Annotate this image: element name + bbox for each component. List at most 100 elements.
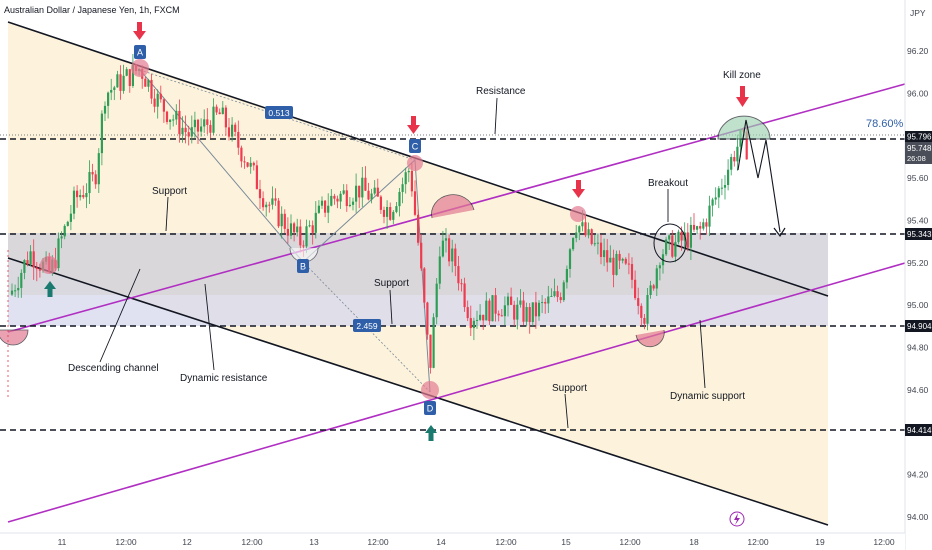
candle-body-91 — [293, 223, 296, 233]
candle-body-149 — [472, 320, 475, 329]
candle-body-25 — [88, 172, 91, 194]
descending-channel-label: Descending channel — [68, 363, 159, 374]
candle-body-95 — [305, 226, 308, 247]
time-axis[interactable] — [0, 533, 905, 550]
candle-body-204 — [643, 317, 646, 324]
candle-body-90 — [289, 223, 293, 236]
candle-body-19 — [69, 213, 72, 222]
candle-body-154 — [488, 300, 491, 322]
touch-circle-d — [421, 381, 439, 399]
badge-a: A — [134, 45, 146, 59]
candle-body-184 — [581, 222, 584, 227]
candle-body-232 — [730, 157, 733, 170]
symbol-title: Australian Dollar / Japanese Yen, 1h, FX… — [4, 5, 180, 15]
candle-body-196 — [618, 253, 621, 261]
time-tick-8: 15 — [561, 537, 571, 547]
candle-body-144 — [457, 266, 460, 284]
down-arrow-mid — [572, 180, 585, 198]
price-label-94904: 94.904 — [905, 320, 932, 332]
candle-body-225 — [708, 205, 711, 227]
candle-body-163 — [516, 304, 519, 320]
candle-body-166 — [525, 307, 528, 322]
candle-body-143 — [454, 248, 457, 267]
candle-body-92 — [296, 226, 299, 233]
candle-body-26 — [91, 172, 94, 175]
time-tick-10: 18 — [689, 537, 699, 547]
candle-body-3 — [20, 272, 23, 288]
support-label-2: Support — [374, 278, 409, 289]
time-axis-ticks: 11 12:00 12 12:00 13 12:00 14 12:00 15 12:00 18 12:… — [58, 537, 895, 547]
candle-body-36 — [122, 75, 125, 91]
candle-body-135 — [429, 334, 432, 368]
candle-body-138 — [438, 256, 441, 284]
candle-body-215 — [677, 231, 680, 243]
candle-body-74 — [240, 147, 243, 162]
candle-body-99 — [317, 205, 320, 213]
candle-body-185 — [584, 222, 587, 236]
candle-body-100 — [320, 200, 324, 206]
candle-body-116 — [370, 193, 373, 200]
candle-body-122 — [389, 206, 392, 220]
candle-body-134 — [426, 302, 429, 335]
candle-body-125 — [398, 191, 401, 207]
price-tick-6: 95.20 — [907, 258, 929, 268]
candle-body-65 — [212, 106, 215, 133]
price-label-95796: 95.796 — [905, 131, 932, 142]
candle-body-57 — [187, 132, 190, 137]
candle-body-172 — [544, 302, 547, 304]
candle-body-158 — [500, 315, 503, 317]
candle-body-68 — [221, 107, 224, 115]
breakout-label: Breakout — [648, 178, 688, 189]
candle-body-153 — [485, 300, 488, 321]
candle-body-208 — [655, 268, 658, 289]
candle-body-231 — [727, 169, 730, 186]
candle-body-223 — [702, 222, 705, 229]
candle-body-34 — [116, 74, 119, 88]
candle-body-222 — [699, 226, 702, 229]
harmonic-pattern-xabcd — [139, 69, 431, 393]
candle-body-117 — [373, 187, 376, 194]
candle-body-110 — [351, 201, 355, 205]
candle-body-148 — [469, 318, 472, 329]
candle-body-189 — [596, 242, 599, 244]
candle-body-82 — [265, 204, 268, 208]
down-arrow-a — [133, 22, 146, 40]
support-label-1: Support — [152, 186, 187, 197]
candle-body-207 — [652, 285, 655, 289]
candle-body-126 — [401, 184, 404, 192]
candle-body-113 — [361, 177, 364, 198]
candle-body-55 — [181, 127, 184, 135]
candle-body-195 — [615, 253, 618, 275]
candle-body-168 — [531, 302, 534, 323]
candlestick-series — [10, 53, 748, 374]
candle-body-27 — [94, 174, 97, 185]
candle-body-28 — [97, 153, 100, 185]
channel-zone-overlap — [8, 233, 828, 295]
candle-body-119 — [379, 196, 382, 210]
down-arrow-c — [407, 116, 420, 134]
candle-body-24 — [85, 193, 88, 198]
candle-body-103 — [330, 195, 333, 206]
annotation-pointers — [99, 97, 706, 429]
time-tick-3: 12:00 — [241, 537, 263, 547]
candle-body-17 — [63, 225, 66, 237]
price-label-94414: 94.414 — [905, 424, 932, 436]
lightning-icon[interactable] — [729, 511, 745, 527]
candle-body-121 — [386, 206, 389, 217]
candle-body-227 — [714, 197, 717, 200]
candle-body-66 — [215, 106, 218, 113]
price-axis[interactable] — [905, 0, 932, 550]
time-tick-2: 12 — [182, 537, 192, 547]
candle-body-133 — [423, 268, 426, 303]
candle-body-86 — [277, 200, 280, 227]
candle-body-111 — [355, 185, 358, 202]
candle-body-224 — [705, 222, 708, 227]
candle-body-78 — [252, 162, 255, 166]
candle-body-21 — [76, 190, 79, 198]
candle-body-131 — [417, 214, 420, 243]
candle-body-219 — [689, 224, 692, 248]
candle-body-194 — [612, 257, 615, 275]
candle-body-123 — [392, 211, 395, 220]
